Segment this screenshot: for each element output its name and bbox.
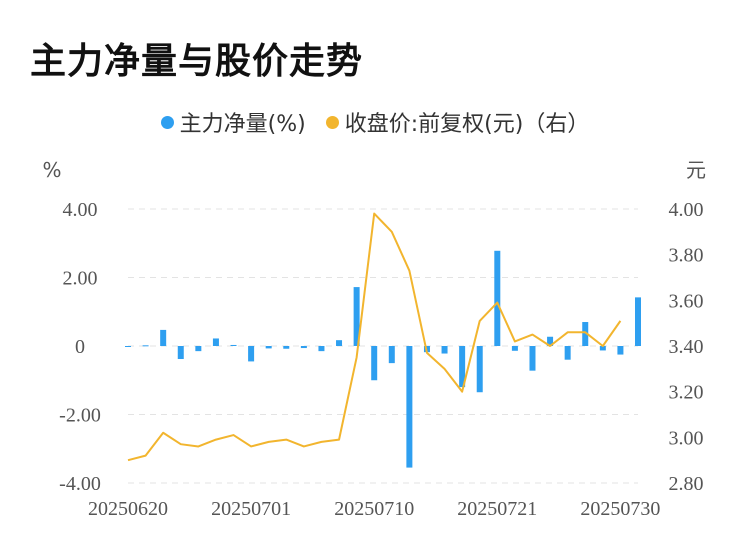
chart-title: 主力净量与股价走势 [30, 41, 364, 82]
net-volume-bar [371, 346, 378, 381]
right-axis-tick-label: 3.00 [669, 427, 704, 449]
net-volume-bar [265, 346, 272, 349]
net-volume-bar [160, 329, 167, 346]
right-axis-tick-label: 3.40 [669, 336, 704, 358]
right-axis-tick-label: 2.80 [669, 473, 704, 495]
net-volume-bar [564, 346, 571, 360]
net-volume-bar [125, 346, 131, 347]
net-volume-bar [195, 346, 202, 352]
x-axis-tick-label: 20250710 [334, 498, 414, 520]
grid-lines [128, 208, 638, 484]
left-axis-ticks: 4.00 2.00 0 -2.00 -4.00 [59, 199, 101, 495]
net-volume-bar [318, 346, 325, 352]
net-volume-bar [248, 346, 255, 362]
bar-series [125, 250, 641, 468]
legend-item-close-price[interactable]: 收盘价:前复权(元)（右） [325, 106, 590, 138]
net-volume-bar [177, 346, 184, 360]
net-volume-bar [388, 346, 395, 364]
net-volume-bar [441, 346, 448, 354]
net-volume-bar [459, 346, 466, 388]
legend-marker-close-price [325, 115, 339, 129]
net-volume-bar [336, 340, 343, 346]
left-axis-unit: % [42, 158, 61, 182]
net-volume-bar [617, 346, 624, 355]
x-axis-tick-label: 20250701 [211, 498, 291, 520]
net-volume-bar [283, 346, 290, 349]
net-volume-bar [635, 297, 641, 346]
close-price-line [127, 212, 622, 462]
legend-label-net-volume: 主力净量(%) [179, 112, 306, 137]
right-axis-unit: 元 [686, 158, 706, 182]
net-volume-bar [230, 344, 237, 346]
x-axis-ticks: 20250620 20250701 20250710 20250721 20250730 [88, 498, 660, 520]
left-axis-tick-label: -2.00 [59, 405, 101, 427]
right-axis-tick-label: 3.60 [669, 290, 704, 312]
net-volume-bar [529, 346, 536, 371]
net-volume-bar [599, 346, 606, 351]
x-axis-tick-label: 20250721 [457, 498, 537, 520]
net-volume-bar [476, 346, 483, 393]
net-volume-bar [353, 287, 360, 346]
x-axis-tick-label: 20250620 [88, 498, 168, 520]
right-axis-ticks: 4.00 3.80 3.60 3.40 3.20 3.00 2.80 [669, 199, 704, 495]
net-volume-bar [494, 250, 501, 346]
net-volume-bar [406, 346, 413, 468]
net-volume-bar [582, 322, 589, 346]
chart-legend: 主力净量(%) 收盘价:前复权(元)（右） [0, 106, 750, 138]
net-volume-bar [423, 346, 430, 353]
net-volume-bar [142, 345, 149, 347]
right-axis-tick-label: 3.20 [669, 382, 704, 404]
net-volume-bar [547, 336, 554, 346]
line-series [127, 212, 622, 462]
x-axis-tick-label: 20250730 [580, 498, 660, 520]
net-volume-bar [212, 338, 219, 346]
left-axis-tick-label: 4.00 [63, 199, 98, 221]
legend-label-close-price: 收盘价:前复权(元)（右） [344, 112, 590, 137]
right-axis-tick-label: 4.00 [669, 199, 704, 221]
net-volume-bar [511, 346, 518, 351]
right-axis-tick-label: 3.80 [669, 245, 704, 267]
legend-marker-net-volume [160, 115, 174, 129]
legend-item-net-volume[interactable]: 主力净量(%) [160, 106, 306, 138]
left-axis-tick-label: 0 [75, 336, 85, 358]
left-axis-tick-label: -4.00 [59, 473, 101, 495]
net-volume-bar [300, 346, 307, 349]
left-axis-tick-label: 2.00 [63, 268, 98, 290]
